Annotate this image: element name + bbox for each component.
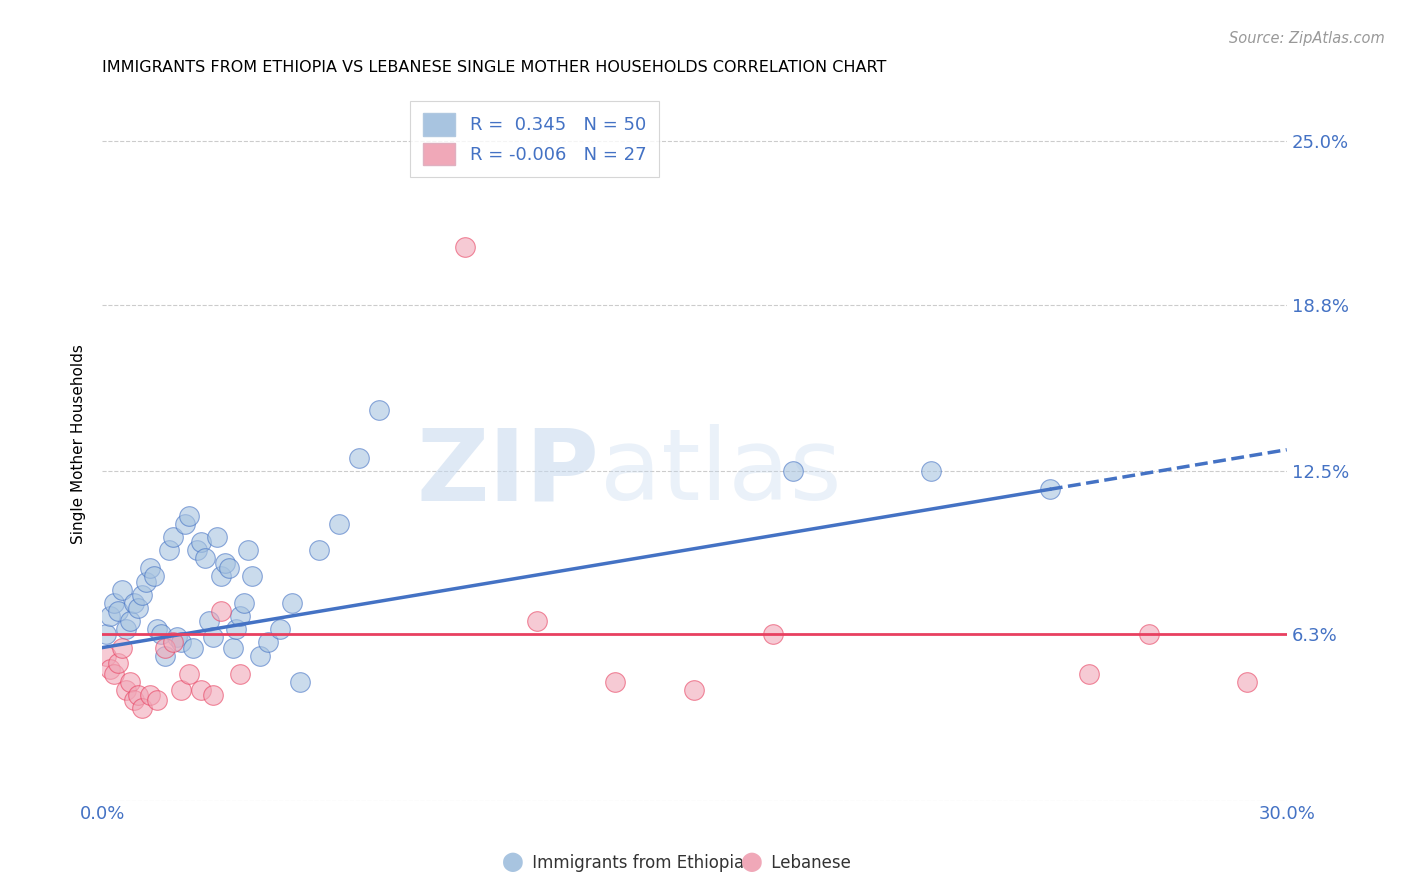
Point bbox=[98, 609, 121, 624]
Point bbox=[162, 635, 184, 649]
Text: ⬤: ⬤ bbox=[741, 853, 763, 872]
Point bbox=[142, 569, 165, 583]
Point bbox=[122, 596, 145, 610]
Point bbox=[115, 622, 138, 636]
Point bbox=[1039, 483, 1062, 497]
Point bbox=[98, 662, 121, 676]
Point bbox=[225, 622, 247, 636]
Point bbox=[118, 614, 141, 628]
Point bbox=[103, 596, 125, 610]
Point bbox=[240, 569, 263, 583]
Point bbox=[229, 667, 252, 681]
Point bbox=[170, 682, 193, 697]
Point bbox=[205, 530, 228, 544]
Point bbox=[146, 622, 169, 636]
Text: Lebanese: Lebanese bbox=[766, 854, 851, 871]
Point bbox=[194, 550, 217, 565]
Point bbox=[683, 682, 706, 697]
Point bbox=[605, 674, 627, 689]
Point bbox=[209, 569, 232, 583]
Point bbox=[229, 609, 252, 624]
Point bbox=[218, 561, 240, 575]
Point bbox=[1236, 674, 1258, 689]
Y-axis label: Single Mother Households: Single Mother Households bbox=[72, 344, 86, 544]
Point bbox=[122, 693, 145, 707]
Point bbox=[138, 688, 160, 702]
Point bbox=[221, 640, 243, 655]
Point bbox=[111, 582, 134, 597]
Point bbox=[103, 667, 125, 681]
Legend: R =  0.345   N = 50, R = -0.006   N = 27: R = 0.345 N = 50, R = -0.006 N = 27 bbox=[411, 101, 659, 178]
Point bbox=[138, 561, 160, 575]
Point bbox=[1078, 667, 1101, 681]
Point bbox=[146, 693, 169, 707]
Point bbox=[127, 688, 149, 702]
Point bbox=[111, 640, 134, 655]
Point bbox=[782, 464, 804, 478]
Point bbox=[238, 543, 260, 558]
Point bbox=[166, 630, 188, 644]
Point bbox=[150, 627, 173, 641]
Point bbox=[96, 627, 118, 641]
Point bbox=[174, 516, 197, 531]
Point bbox=[308, 543, 330, 558]
Point bbox=[367, 403, 389, 417]
Point bbox=[233, 596, 256, 610]
Point bbox=[288, 674, 311, 689]
Text: ⬤: ⬤ bbox=[502, 853, 524, 872]
Text: atlas: atlas bbox=[600, 425, 841, 522]
Point bbox=[280, 596, 302, 610]
Point bbox=[155, 648, 177, 663]
Text: IMMIGRANTS FROM ETHIOPIA VS LEBANESE SINGLE MOTHER HOUSEHOLDS CORRELATION CHART: IMMIGRANTS FROM ETHIOPIA VS LEBANESE SIN… bbox=[103, 60, 887, 75]
Point bbox=[190, 682, 212, 697]
Point bbox=[454, 239, 477, 253]
Point bbox=[107, 604, 129, 618]
Point bbox=[127, 601, 149, 615]
Point bbox=[214, 556, 236, 570]
Point bbox=[131, 701, 153, 715]
Point bbox=[181, 640, 204, 655]
Point bbox=[115, 682, 138, 697]
Point bbox=[170, 635, 193, 649]
Text: Immigrants from Ethiopia: Immigrants from Ethiopia bbox=[527, 854, 744, 871]
Point bbox=[107, 657, 129, 671]
Point bbox=[209, 604, 232, 618]
Point bbox=[762, 627, 785, 641]
Point bbox=[162, 530, 184, 544]
Point bbox=[177, 508, 200, 523]
Point bbox=[131, 588, 153, 602]
Point bbox=[177, 667, 200, 681]
Point bbox=[186, 543, 208, 558]
Point bbox=[190, 535, 212, 549]
Point bbox=[526, 614, 548, 628]
Point bbox=[157, 543, 180, 558]
Point bbox=[135, 574, 157, 589]
Text: ZIP: ZIP bbox=[416, 425, 600, 522]
Point bbox=[96, 648, 118, 663]
Point bbox=[257, 635, 280, 649]
Point bbox=[201, 630, 224, 644]
Point bbox=[269, 622, 291, 636]
Text: Source: ZipAtlas.com: Source: ZipAtlas.com bbox=[1229, 31, 1385, 46]
Point bbox=[328, 516, 350, 531]
Point bbox=[1137, 627, 1160, 641]
Point bbox=[249, 648, 271, 663]
Point bbox=[920, 464, 942, 478]
Point bbox=[155, 640, 177, 655]
Point bbox=[118, 674, 141, 689]
Point bbox=[198, 614, 221, 628]
Point bbox=[347, 450, 370, 465]
Point bbox=[201, 688, 224, 702]
